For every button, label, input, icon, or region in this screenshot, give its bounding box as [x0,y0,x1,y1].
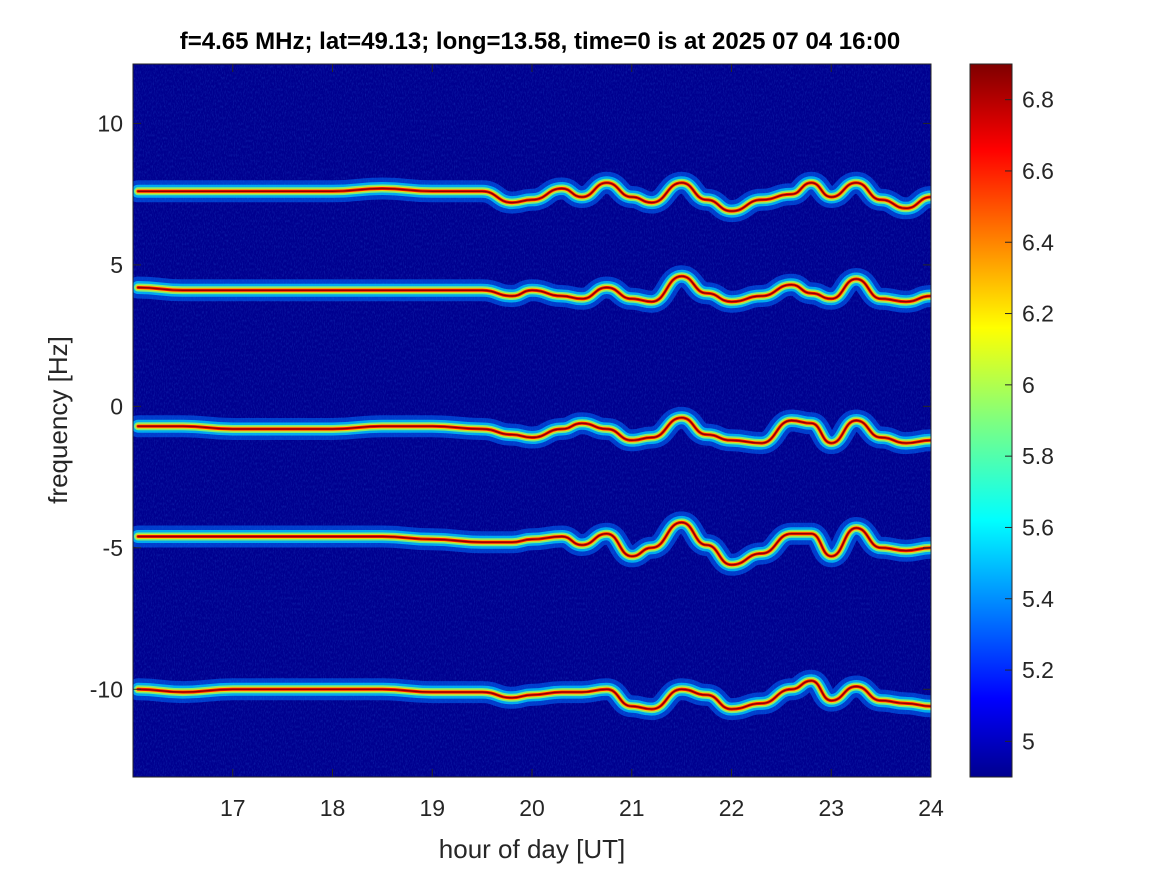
colorbar-tick-label: 5 [1022,728,1035,754]
colorbar-tick-label: 5.6 [1022,514,1054,540]
colorbar-tick-label: 5.8 [1022,443,1054,469]
colorbar-tick-label: 5.4 [1022,586,1054,612]
colorbar: 5 5.2 5.4 5.6 5.8 6 6.2 6.4 6.6 6.8 [969,63,1054,778]
colorbar-tick-label: 6.8 [1022,87,1054,113]
spectral-trace-2 [133,265,931,313]
chart-title: f=4.65 MHz; lat=49.13; long=13.58, time=… [179,28,901,55]
spectral-trace-3 [133,406,931,455]
x-tick-label: 19 [419,795,445,821]
spectral-trace-4 [133,511,931,576]
colorbar-tick-label: 6.2 [1022,301,1054,327]
trace-band [137,417,931,444]
x-tick-label: 18 [320,795,346,821]
y-tick-label: -10 [90,676,123,702]
colorbar-gradient [969,63,1013,778]
y-tick-label: 0 [110,393,123,419]
y-tick-label: -5 [103,535,123,561]
spectral-traces [133,171,931,721]
x-tick-label: 24 [918,795,944,821]
x-tick-label: 21 [619,795,645,821]
spectral-trace-1 [133,171,931,223]
trace-band [137,275,931,303]
colorbar-tick-label: 6 [1022,372,1035,398]
x-tick-label: 23 [818,795,844,821]
axes-border [132,63,932,778]
y-axis-label: frequency [Hz] [43,336,73,504]
x-tick-label: 20 [519,795,545,821]
colorbar-tick-label: 6.4 [1022,229,1054,255]
colorbar-tick-label: 6.6 [1022,158,1054,184]
trace-band [137,680,931,710]
y-axis-ticks: -10 -5 0 5 10 [90,110,931,702]
x-axis-label: hour of day [UT] [439,834,625,864]
colorbar-ticks: 5 5.2 5.4 5.6 5.8 6 6.2 6.4 6.6 6.8 [1005,87,1054,754]
x-tick-label: 17 [220,795,246,821]
trace-band [137,521,931,566]
x-tick-label: 22 [719,795,745,821]
spectral-trace-5 [133,669,931,721]
plot-area: 17 18 19 20 21 22 23 24 -10 -5 0 5 10 [90,64,944,821]
y-tick-label: 10 [97,110,123,136]
trace-band [137,182,931,212]
y-tick-label: 5 [110,252,123,278]
colorbar-tick-label: 5.2 [1022,657,1054,683]
